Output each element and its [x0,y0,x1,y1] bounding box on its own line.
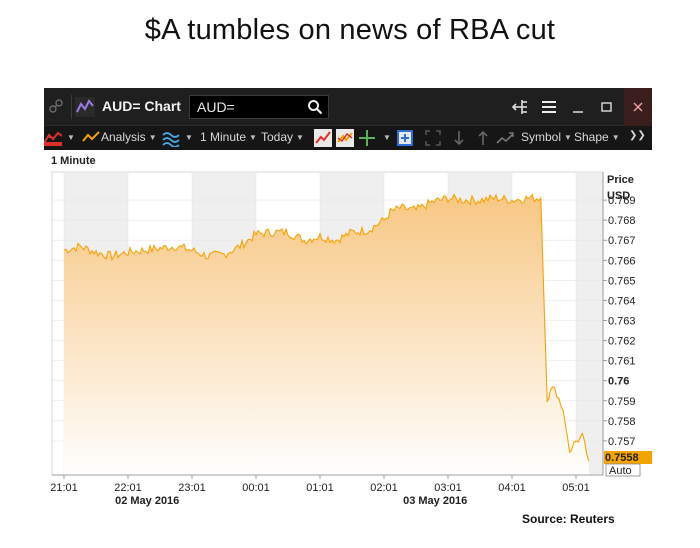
chart-app-icon [75,97,95,117]
chart-toolbar: ▼ Analysis ▼ ▼ 1 Minute ▼ Today ▼ ▼ [44,126,652,150]
y-tick-label: 0.763 [608,315,636,327]
y-tick-label: 0.764 [608,295,636,307]
analysis-menu[interactable]: Analysis ▼ [101,130,157,144]
interval-label: 1 Minute [200,130,247,144]
window-title: AUD= Chart [102,98,181,114]
hour-band [576,173,603,474]
y-tick-label: 0.76 [608,376,629,388]
compare-chart-icon[interactable] [336,129,354,147]
x-tick-label: 23:01 [178,482,206,494]
chart-type-dropdown[interactable]: ▼ [67,133,75,142]
shape-label: Shape [574,130,609,144]
y-tick-label: 0.759 [608,396,636,408]
corner-marker: · [48,132,51,142]
y-tick-label: 0.767 [608,235,636,247]
studies-dropdown[interactable]: ▼ [185,133,193,142]
more-tools-icon[interactable]: ❯❯ [629,130,646,141]
headline: $A tumbles on news of RBA cut [144,14,556,46]
y-tick-label: 0.769 [608,195,636,207]
auto-scale-icon[interactable] [496,129,514,147]
auto-scale-label[interactable]: Auto [609,465,632,477]
add-panel-icon[interactable] [396,129,414,147]
link-icon[interactable] [48,98,64,114]
shape-menu[interactable]: Shape ▼ [574,130,620,144]
scroll-up-icon[interactable] [474,129,492,147]
x-tick-label: 01:01 [306,482,334,494]
analysis-icon[interactable] [82,129,100,147]
price-line [63,193,590,462]
range-label: Today [261,130,294,144]
close-button[interactable] [624,88,652,126]
maximize-icon[interactable] [597,97,617,117]
fit-icon[interactable] [424,129,442,147]
currency-axis-title: USD [607,190,630,202]
symbol-menu[interactable]: Symbol ▼ [521,130,572,144]
x-date-label: 03 May 2016 [403,495,467,507]
x-tick-label: 05:01 [562,482,590,494]
range-dropdown[interactable]: Today ▼ [261,130,304,144]
y-tick-label: 0.765 [608,275,636,287]
price-chart[interactable]: 0.757 0.758 0.759 0.76 0.761 0.762 0.763 0.764 0… [44,88,652,512]
x-tick-label: 22:01 [114,482,142,494]
symbol-search-field[interactable]: AUD= [189,95,329,119]
x-tick-label: 03:01 [434,482,462,494]
y-tick-label: 0.757 [608,436,636,448]
minimize-icon[interactable] [569,97,589,117]
search-input-value[interactable]: AUD= [197,99,235,115]
analysis-label: Analysis [101,130,146,144]
studies-icon[interactable] [162,129,180,147]
source-credit: Source: Reuters [522,512,615,526]
close-icon[interactable] [630,99,646,115]
last-price-marker [604,451,652,464]
last-price-label: 0.7558 [605,452,639,464]
menu-icon[interactable] [539,97,559,117]
search-icon[interactable] [307,99,323,115]
price-axis-title: Price [607,174,634,186]
x-tick-label: 04:01 [498,482,526,494]
interval-dropdown[interactable]: 1 Minute ▼ [200,130,257,144]
title-separator [71,95,72,119]
y-tick-label: 0.768 [608,215,636,227]
scroll-down-icon[interactable] [450,129,468,147]
crosshair-icon[interactable] [358,129,376,147]
tree-icon[interactable] [510,97,530,117]
interval-heading: 1 Minute [51,155,96,167]
chart-type-icon[interactable] [44,129,62,147]
x-tick-label: 21:01 [50,482,78,494]
y-tick-label: 0.761 [608,356,636,368]
y-tick-label: 0.762 [608,336,636,348]
x-tick-label: 00:01 [242,482,270,494]
line-chart-icon[interactable] [314,129,332,147]
symbol-label: Symbol [521,130,562,144]
auto-scale-button[interactable] [605,463,641,477]
price-area-fill [64,194,589,475]
y-tick-label: 0.766 [608,255,636,267]
crosshair-dropdown[interactable]: ▼ [383,133,391,142]
x-date-label: 02 May 2016 [115,495,179,507]
x-tick-label: 02:01 [370,482,398,494]
chart-window: AUD= Chart AUD= [44,88,652,512]
title-bar: AUD= Chart AUD= [44,88,652,126]
y-tick-label: 0.758 [608,416,636,428]
